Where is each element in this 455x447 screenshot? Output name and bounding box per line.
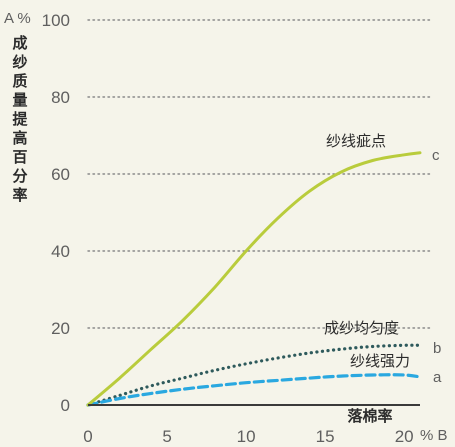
y-tick-labels: 0 20 40 60 80 100 xyxy=(42,11,70,415)
series-end-letter: a xyxy=(433,369,442,386)
x-tick-label: 10 xyxy=(237,427,256,446)
y-axis-label-char: 分 xyxy=(12,167,27,185)
y-axis-label-char: 率 xyxy=(12,186,27,204)
y-tick-label: 0 xyxy=(61,396,70,415)
series-name-label: 纱线强力 xyxy=(350,352,410,370)
y-axis-label-char: 高 xyxy=(12,129,27,147)
x-axis-label: 落棉率 xyxy=(347,407,392,425)
x-tick-label: 15 xyxy=(316,427,335,446)
y-axis-label-char: 百 xyxy=(12,148,27,166)
y-axis-label-char: 提 xyxy=(12,110,28,128)
series-line-c xyxy=(86,151,422,407)
series-line-b xyxy=(86,343,422,407)
y-axis-label-char: 纱 xyxy=(12,53,27,71)
y-axis-label-char: 成 xyxy=(12,34,27,52)
x-tick-labels: 0 5 10 15 20 xyxy=(83,427,413,446)
y-tick-label: 40 xyxy=(51,242,70,261)
x-unit-label: % B xyxy=(420,427,448,444)
y-tick-label: 20 xyxy=(51,319,70,338)
y-tick-label: 80 xyxy=(51,88,70,107)
x-tick-label: 0 xyxy=(83,427,92,446)
series-name-label: 纱线疵点 xyxy=(326,132,386,150)
series-end-letter: b xyxy=(433,340,441,357)
series-annotations: 纱线疵点 c 成纱均匀度 b 纱线强力 a xyxy=(324,132,442,386)
series-lines xyxy=(86,151,422,407)
grid-lines xyxy=(87,19,431,329)
y-axis-label-char: 量 xyxy=(12,91,27,109)
y-tick-label: 100 xyxy=(42,11,70,30)
y-unit-label: A % xyxy=(4,10,31,27)
x-tick-label: 5 xyxy=(162,427,171,446)
series-name-label: 成纱均匀度 xyxy=(324,319,399,337)
x-tick-label: 20 xyxy=(395,427,414,446)
y-tick-label: 60 xyxy=(51,165,70,184)
y-axis-label-char: 质 xyxy=(12,72,27,90)
series-end-letter: c xyxy=(432,147,440,164)
series-line-a xyxy=(86,373,422,407)
